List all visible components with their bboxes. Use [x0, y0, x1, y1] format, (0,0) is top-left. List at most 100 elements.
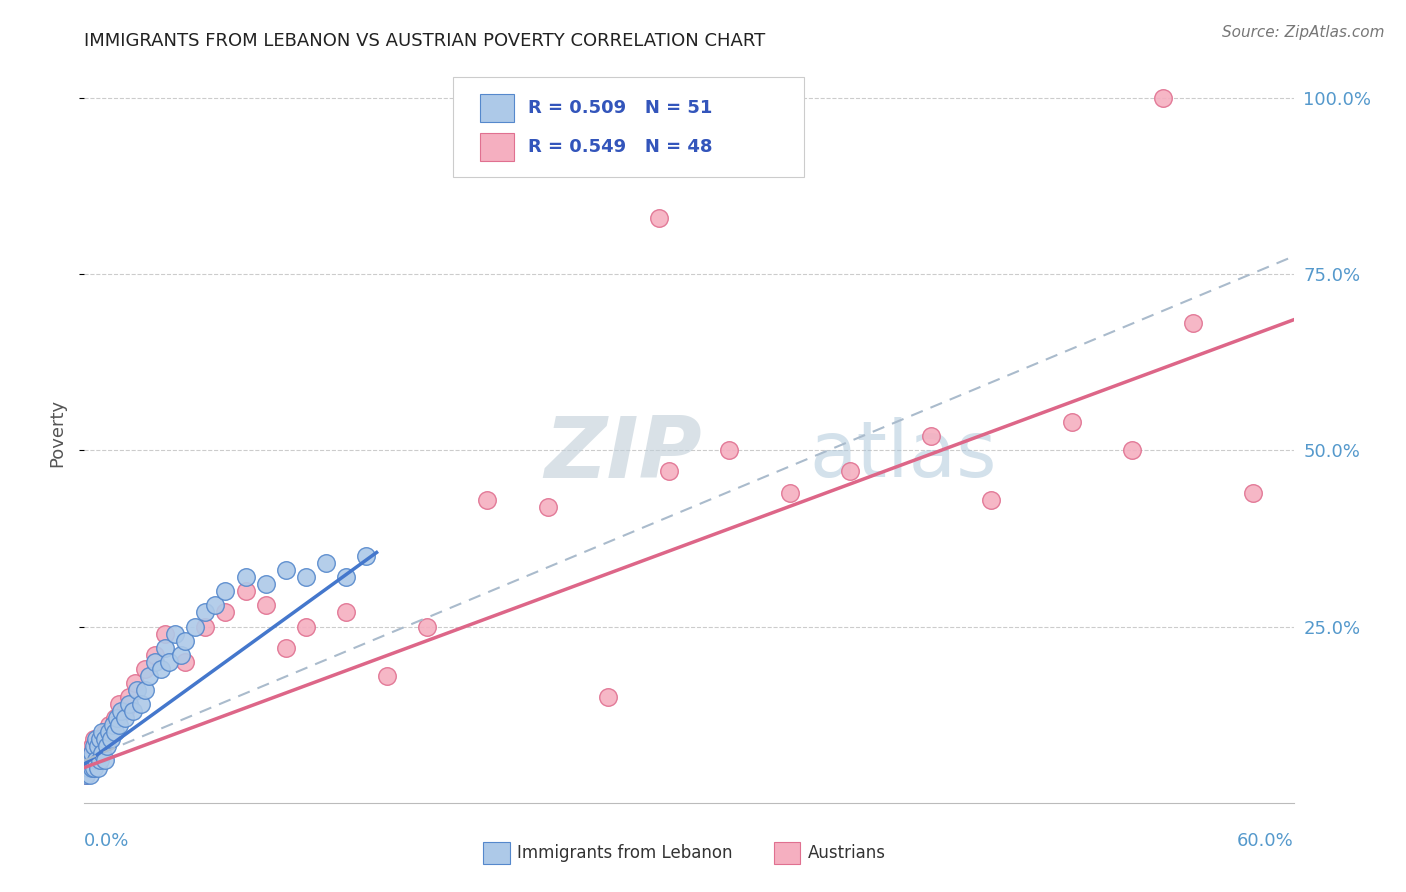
Point	[118, 697, 141, 711]
Point	[101, 718, 124, 732]
Point	[114, 711, 136, 725]
Point	[96, 739, 118, 754]
FancyBboxPatch shape	[479, 94, 513, 121]
Point	[89, 732, 111, 747]
Point	[274, 563, 297, 577]
Point	[416, 619, 439, 633]
Point	[86, 732, 108, 747]
Point	[274, 640, 297, 655]
Point	[87, 747, 110, 761]
Text: ZIP: ZIP	[544, 413, 702, 496]
Point	[375, 669, 398, 683]
Point	[82, 760, 104, 774]
Point	[110, 704, 132, 718]
Point	[83, 732, 105, 747]
Point	[254, 599, 277, 613]
Point	[91, 725, 114, 739]
Text: Immigrants from Lebanon: Immigrants from Lebanon	[517, 844, 733, 863]
FancyBboxPatch shape	[479, 133, 513, 161]
Point	[157, 655, 180, 669]
Text: R = 0.509   N = 51: R = 0.509 N = 51	[529, 99, 713, 117]
Point	[97, 718, 120, 732]
Point	[77, 760, 100, 774]
Point	[100, 732, 122, 747]
FancyBboxPatch shape	[453, 78, 804, 178]
Point	[93, 732, 115, 747]
Point	[75, 767, 97, 781]
Point	[121, 704, 143, 718]
Point	[79, 754, 101, 768]
Point	[980, 492, 1002, 507]
Point	[1241, 485, 1264, 500]
Point	[89, 754, 111, 768]
Point	[143, 655, 166, 669]
Point	[295, 570, 318, 584]
Point	[153, 640, 176, 655]
Point	[82, 754, 104, 768]
Point	[214, 584, 236, 599]
Text: Source: ZipAtlas.com: Source: ZipAtlas.com	[1222, 25, 1385, 40]
Point	[170, 648, 193, 662]
Point	[315, 556, 337, 570]
Point	[86, 754, 108, 768]
Point	[1181, 316, 1204, 330]
Point	[129, 697, 152, 711]
Point	[86, 739, 108, 754]
Point	[79, 760, 101, 774]
Point	[134, 662, 156, 676]
Point	[779, 485, 801, 500]
Point	[648, 211, 671, 225]
Point	[82, 739, 104, 754]
Point	[1152, 91, 1174, 105]
Point	[107, 697, 129, 711]
Point	[153, 626, 176, 640]
Point	[204, 599, 226, 613]
Point	[477, 492, 499, 507]
Point	[718, 443, 741, 458]
Text: R = 0.549   N = 48: R = 0.549 N = 48	[529, 138, 713, 156]
FancyBboxPatch shape	[773, 842, 800, 864]
Point	[104, 711, 127, 725]
Point	[97, 725, 120, 739]
Point	[1121, 443, 1143, 458]
Point	[75, 767, 97, 781]
Point	[138, 669, 160, 683]
Point	[335, 606, 357, 620]
Point	[125, 683, 148, 698]
Point	[134, 683, 156, 698]
Point	[96, 732, 118, 747]
Point	[143, 648, 166, 662]
Point	[79, 767, 101, 781]
Point	[295, 619, 318, 633]
Point	[1060, 415, 1083, 429]
Point	[235, 570, 257, 584]
Point	[105, 711, 128, 725]
FancyBboxPatch shape	[484, 842, 510, 864]
Point	[165, 626, 187, 640]
Text: 60.0%: 60.0%	[1237, 832, 1294, 850]
Point	[89, 732, 111, 747]
Point	[124, 676, 146, 690]
Point	[83, 739, 105, 754]
Point	[118, 690, 141, 704]
Point	[149, 662, 172, 676]
Point	[254, 577, 277, 591]
Point	[77, 760, 100, 774]
Point	[93, 725, 115, 739]
Point	[91, 739, 114, 754]
Point	[184, 619, 207, 633]
Point	[87, 739, 110, 754]
Point	[194, 606, 217, 620]
Text: IMMIGRANTS FROM LEBANON VS AUSTRIAN POVERTY CORRELATION CHART: IMMIGRANTS FROM LEBANON VS AUSTRIAN POVE…	[84, 32, 766, 50]
Point	[174, 633, 197, 648]
Y-axis label: Poverty: Poverty	[48, 399, 66, 467]
Text: atlas: atlas	[810, 417, 997, 493]
Point	[356, 549, 378, 563]
Point	[214, 606, 236, 620]
Text: 0.0%: 0.0%	[84, 832, 129, 850]
Point	[235, 584, 257, 599]
Point	[91, 747, 114, 761]
Point	[79, 747, 101, 761]
Point	[87, 760, 110, 774]
Point	[83, 747, 105, 761]
